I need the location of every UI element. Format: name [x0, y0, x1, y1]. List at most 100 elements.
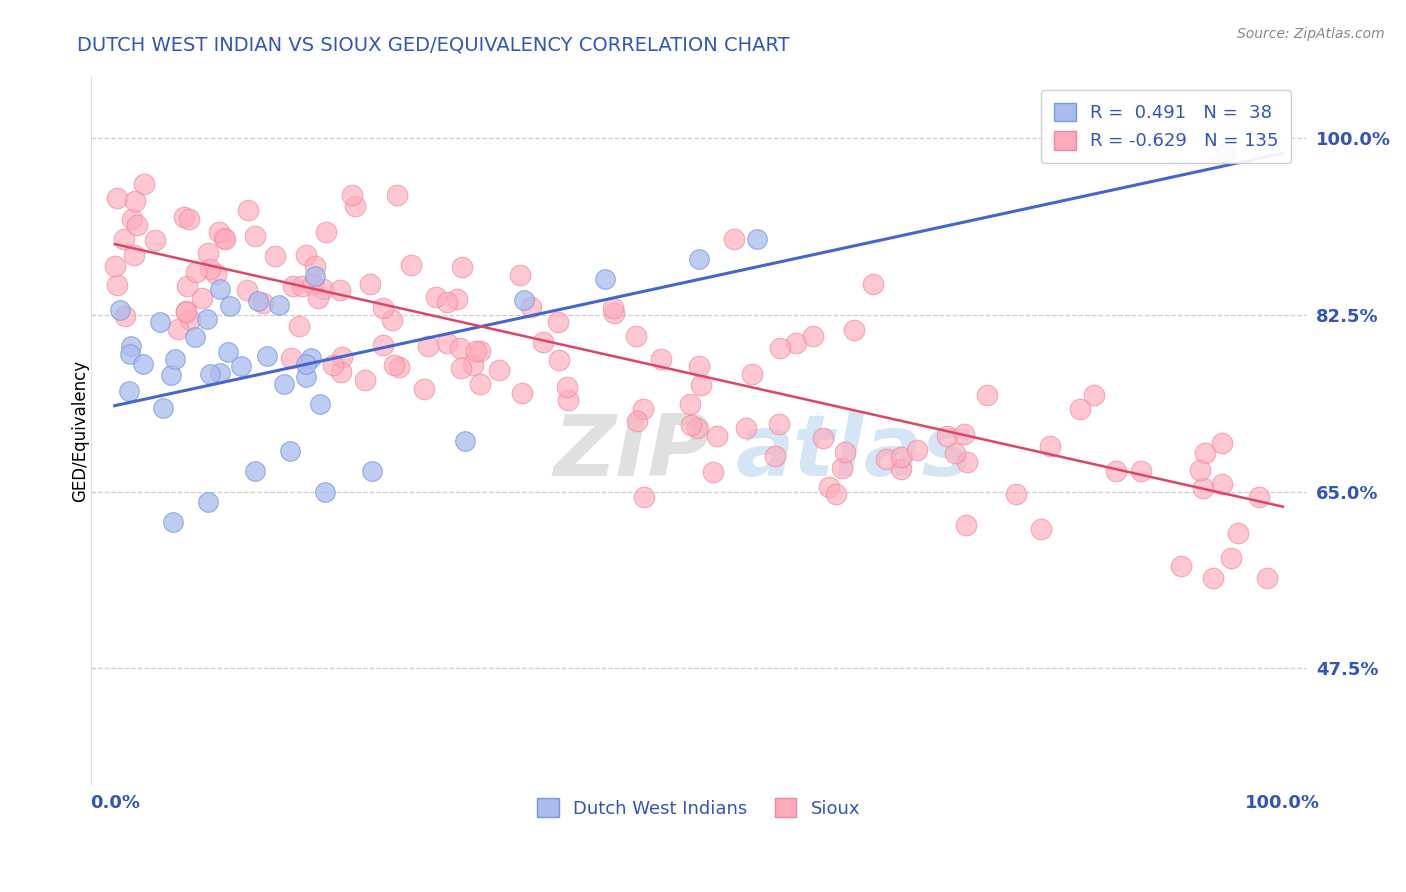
Point	[461, 358, 484, 372]
Point	[769, 341, 792, 355]
Point	[132, 357, 155, 371]
Point	[1105, 464, 1128, 478]
Point	[243, 228, 266, 243]
Point	[173, 211, 195, 225]
Point	[299, 351, 322, 365]
Point	[307, 291, 329, 305]
Point	[152, 401, 174, 416]
Point	[595, 272, 617, 286]
Point	[633, 490, 655, 504]
Point	[256, 349, 278, 363]
Point	[340, 187, 363, 202]
Point	[382, 358, 405, 372]
Point	[198, 367, 221, 381]
Point	[229, 359, 252, 373]
Point	[143, 234, 166, 248]
Point	[688, 359, 710, 373]
Point	[174, 304, 197, 318]
Point	[768, 417, 790, 432]
Point	[470, 343, 492, 358]
Point	[686, 420, 709, 434]
Point	[114, 310, 136, 324]
Point	[446, 292, 468, 306]
Point	[1227, 525, 1250, 540]
Point	[120, 339, 142, 353]
Point	[122, 248, 145, 262]
Point	[1129, 464, 1152, 478]
Point	[533, 334, 555, 349]
Point	[184, 265, 207, 279]
Point	[955, 518, 977, 533]
Point	[547, 315, 569, 329]
Point	[818, 480, 841, 494]
Point	[209, 367, 232, 381]
Point	[315, 225, 337, 239]
Point	[252, 295, 274, 310]
Point	[741, 367, 763, 381]
Point	[436, 335, 458, 350]
Legend: Dutch West Indians, Sioux: Dutch West Indians, Sioux	[530, 791, 868, 825]
Point	[177, 211, 200, 226]
Point	[399, 258, 422, 272]
Point	[124, 194, 146, 208]
Point	[132, 177, 155, 191]
Point	[520, 301, 543, 315]
Point	[281, 279, 304, 293]
Point	[702, 465, 724, 479]
Point	[360, 464, 382, 478]
Point	[329, 283, 352, 297]
Point	[1256, 572, 1278, 586]
Point	[184, 330, 207, 344]
Point	[470, 377, 492, 392]
Point	[1083, 387, 1105, 401]
Point	[1211, 477, 1233, 491]
Point	[263, 249, 285, 263]
Point	[706, 429, 728, 443]
Point	[217, 344, 239, 359]
Text: ZIP: ZIP	[553, 410, 710, 493]
Point	[890, 450, 912, 464]
Point	[304, 269, 326, 284]
Point	[388, 360, 411, 375]
Point	[831, 461, 853, 475]
Point	[735, 420, 758, 434]
Point	[179, 313, 201, 327]
Point	[1191, 481, 1213, 495]
Point	[603, 306, 626, 320]
Point	[862, 277, 884, 292]
Text: Source: ZipAtlas.com: Source: ZipAtlas.com	[1237, 27, 1385, 41]
Point	[304, 259, 326, 273]
Point	[381, 313, 404, 327]
Point	[278, 444, 301, 458]
Point	[1069, 402, 1091, 417]
Point	[236, 283, 259, 297]
Point	[1247, 491, 1270, 505]
Point	[465, 343, 488, 358]
Point	[412, 382, 434, 396]
Point	[371, 301, 394, 316]
Point	[943, 446, 966, 460]
Point	[165, 351, 187, 366]
Point	[679, 417, 702, 432]
Point	[509, 268, 531, 282]
Point	[322, 358, 344, 372]
Point	[953, 427, 976, 442]
Point	[688, 252, 710, 267]
Point	[280, 351, 302, 366]
Point	[107, 278, 129, 293]
Point	[273, 376, 295, 391]
Point	[167, 321, 190, 335]
Point	[208, 282, 231, 296]
Point	[824, 486, 846, 500]
Point	[451, 260, 474, 274]
Point	[889, 462, 911, 476]
Point	[198, 262, 221, 277]
Point	[488, 362, 510, 376]
Text: atlas: atlas	[735, 410, 973, 493]
Point	[631, 401, 654, 416]
Point	[801, 329, 824, 343]
Point	[246, 294, 269, 309]
Point	[371, 338, 394, 352]
Point	[785, 336, 807, 351]
Point	[1029, 522, 1052, 536]
